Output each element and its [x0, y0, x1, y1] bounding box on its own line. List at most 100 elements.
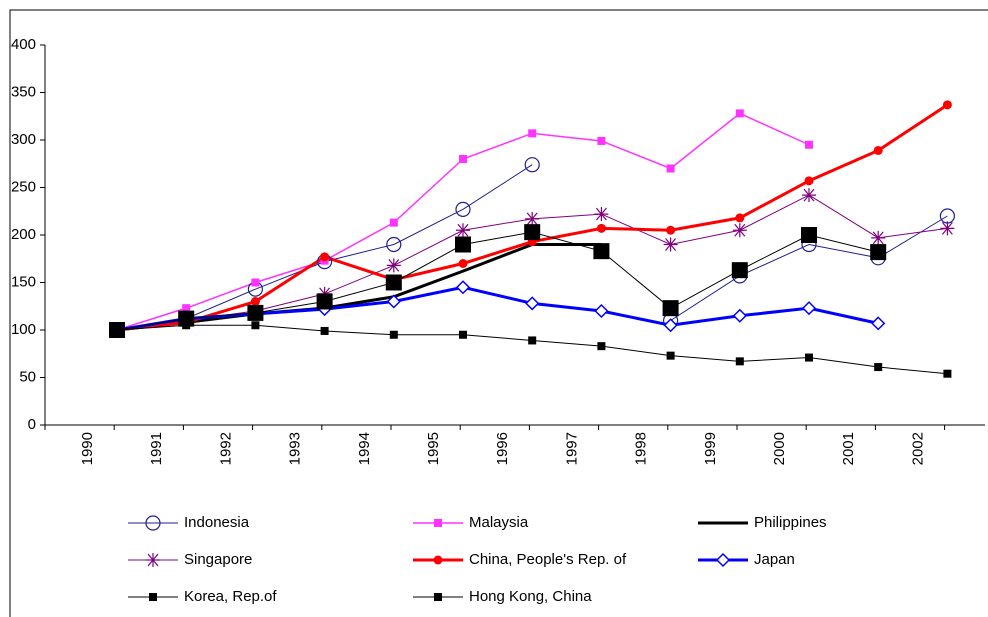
marker: [801, 227, 817, 243]
marker: [594, 303, 609, 319]
marker: [939, 208, 956, 224]
marker: [873, 145, 883, 155]
marker: [597, 136, 606, 145]
y-tick-label: 300: [11, 131, 36, 148]
series-line: [116, 243, 602, 332]
marker: [182, 304, 191, 313]
y-tick-label: 50: [19, 368, 36, 385]
marker: [940, 221, 955, 236]
y-tick-label: 350: [11, 83, 36, 100]
legend-marker: [434, 519, 442, 527]
marker: [109, 322, 125, 338]
marker: [386, 258, 401, 273]
series-line: [670, 215, 948, 321]
marker: [596, 223, 606, 233]
marker: [731, 262, 748, 279]
x-tick-label: 2002: [909, 432, 926, 465]
marker: [524, 224, 541, 241]
legend-label: Philippines: [754, 514, 827, 531]
x-tick-label: 1992: [217, 432, 234, 465]
marker: [316, 293, 333, 310]
y-tick-label: 250: [11, 178, 36, 195]
chart-border: [9, 9, 988, 617]
x-tick-label: 1998: [633, 432, 650, 465]
marker: [943, 369, 952, 378]
legend-label: Korea, Rep.of: [184, 588, 277, 605]
legend-marker: [434, 593, 442, 601]
marker: [663, 318, 678, 333]
marker: [732, 308, 747, 323]
marker: [805, 353, 813, 362]
legend-marker: [715, 552, 731, 568]
legend-label: China, People's Rep. of: [469, 551, 627, 568]
marker: [320, 326, 329, 335]
legend-marker: [145, 515, 161, 531]
marker: [528, 129, 537, 138]
marker: [524, 157, 540, 173]
series-line: [116, 112, 810, 331]
x-tick-label: 1990: [79, 432, 96, 465]
x-tick-label: 1994: [356, 432, 373, 465]
marker: [801, 301, 817, 316]
marker: [459, 155, 467, 163]
marker: [455, 236, 471, 253]
legend-label: Singapore: [184, 551, 252, 568]
marker: [459, 330, 467, 339]
marker: [247, 304, 264, 321]
legend-label: Hong Kong, China: [469, 588, 592, 605]
marker: [251, 278, 260, 287]
marker: [525, 211, 540, 226]
marker: [528, 336, 537, 345]
x-tick-label: 1996: [494, 432, 511, 465]
legend-label: Malaysia: [469, 514, 529, 531]
marker: [735, 357, 744, 366]
marker: [805, 140, 813, 149]
y-tick-label: 400: [11, 36, 36, 53]
series-line: [116, 285, 879, 332]
marker: [666, 225, 676, 235]
marker: [597, 342, 606, 351]
series-line: [116, 231, 879, 331]
legend-marker: [146, 553, 160, 567]
marker: [666, 164, 675, 173]
marker: [455, 280, 471, 295]
marker: [455, 201, 471, 217]
marker: [871, 230, 886, 245]
x-tick-label: 2001: [840, 432, 857, 465]
marker: [386, 294, 401, 309]
x-tick-label: 1993: [287, 432, 304, 465]
marker: [456, 223, 470, 238]
legend-marker: [433, 555, 443, 565]
marker: [178, 310, 195, 327]
legend-label: Japan: [754, 551, 795, 568]
marker: [870, 244, 887, 261]
marker: [389, 330, 398, 339]
marker: [871, 316, 886, 331]
marker: [594, 207, 609, 222]
y-tick-label: 0: [28, 416, 36, 433]
marker: [942, 100, 952, 110]
series-line: [116, 324, 948, 375]
y-tick-label: 150: [11, 273, 36, 290]
marker: [666, 351, 675, 360]
legend-label: Indonesia: [184, 514, 250, 531]
marker: [663, 237, 678, 252]
marker: [662, 300, 679, 317]
marker: [874, 363, 883, 372]
marker: [386, 236, 402, 253]
marker: [385, 274, 402, 291]
y-tick-label: 200: [11, 226, 36, 243]
x-tick-label: 1997: [563, 432, 580, 465]
marker: [735, 109, 744, 118]
marker: [251, 321, 260, 330]
marker: [802, 188, 816, 203]
marker: [804, 176, 814, 186]
x-tick-label: 1991: [148, 432, 165, 465]
marker: [250, 297, 260, 306]
marker: [320, 252, 330, 262]
marker: [525, 296, 540, 311]
marker: [732, 223, 747, 238]
marker: [593, 243, 610, 260]
